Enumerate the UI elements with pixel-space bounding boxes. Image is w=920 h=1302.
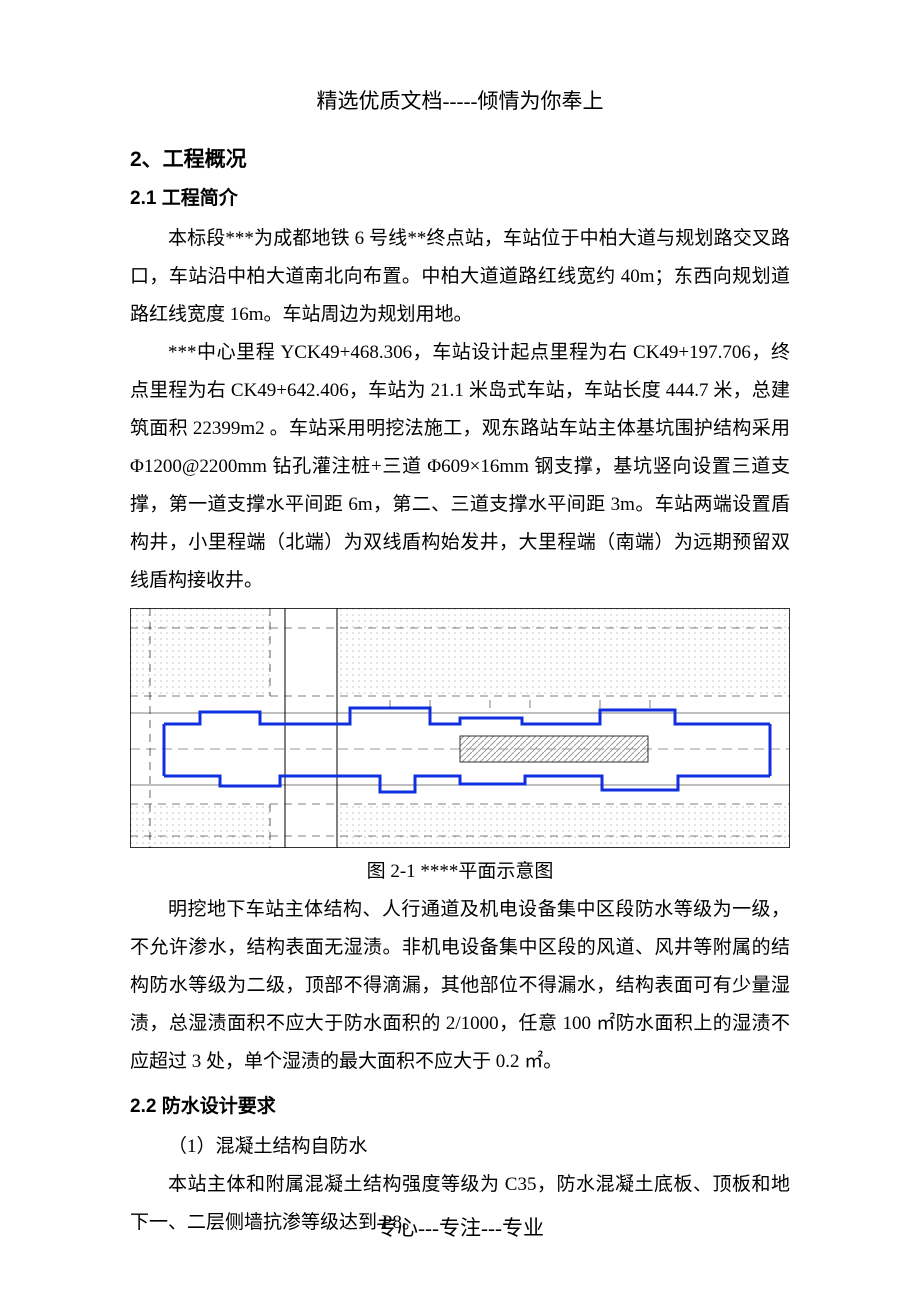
page-footer: 专心---专注---专业	[0, 1212, 920, 1242]
figure-caption: 图 2-1 ****平面示意图	[130, 856, 790, 883]
heading-2-1: 2.1 工程简介	[130, 183, 790, 210]
heading-2: 2、工程概况	[130, 143, 790, 173]
paragraph-waterproof-req: 明挖地下车站主体结构、人行通道及机电设备集中区段防水等级为一级，不允许渗水，结构…	[130, 891, 790, 1081]
heading-2-2: 2.2 防水设计要求	[130, 1091, 790, 1118]
paragraph-2-2-1: （1）混凝土结构自防水	[130, 1128, 790, 1166]
paragraph-intro-2: ***中心里程 YCK49+468.306，车站设计起点里程为右 CK49+19…	[130, 334, 790, 600]
plan-figure	[130, 608, 790, 848]
paragraph-intro-1: 本标段***为成都地铁 6 号线**终点站，车站位于中柏大道与规划路交叉路口，车…	[130, 220, 790, 334]
plan-diagram-svg	[130, 608, 790, 848]
document-page: 精选优质文档-----倾情为你奉上 2、工程概况 2.1 工程简介 本标段***…	[0, 0, 920, 1302]
page-header: 精选优质文档-----倾情为你奉上	[130, 85, 790, 115]
